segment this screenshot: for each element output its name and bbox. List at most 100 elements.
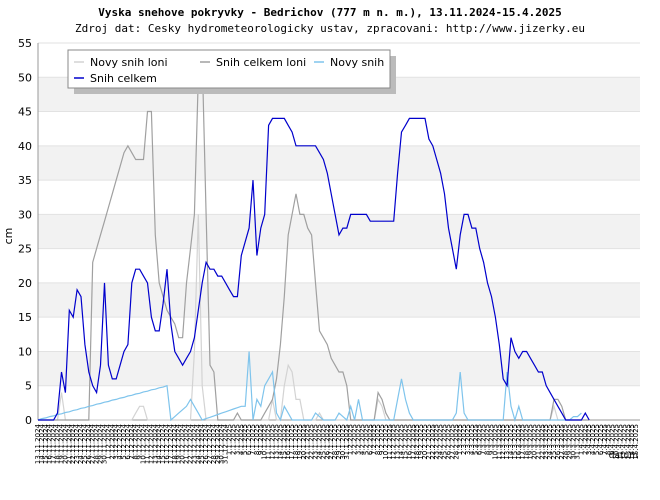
y-tick-label: 10	[18, 345, 32, 358]
x-tick-label: 15.11.2024	[42, 423, 50, 464]
x-tick-label: 7.2.2025	[370, 424, 378, 455]
x-tick-label: 4.4.2025	[589, 424, 597, 455]
legend-label: Snih celkem loni	[216, 56, 306, 69]
x-tick-label: 18.12.2024	[171, 423, 179, 464]
x-tick-label: 18.2.2025	[413, 424, 421, 460]
x-tick-label: 27.2.2025	[448, 424, 456, 460]
x-tick-label: 21.2.2025	[425, 424, 433, 460]
x-tick-label: 28.12.2024	[210, 423, 218, 464]
x-tick-label: 1.4.2025	[577, 424, 585, 455]
x-tick-label: 17.12.2024	[167, 423, 175, 464]
x-tick-label: 19.12.2024	[175, 423, 183, 464]
x-tick-label: 9.4.2025	[609, 424, 617, 455]
y-tick-label: 40	[18, 140, 32, 153]
x-tick-label: 7.4.2025	[601, 424, 609, 455]
x-tick-label: 8.4.2025	[605, 424, 613, 455]
x-tick-label: 31.3.2025	[573, 424, 581, 460]
y-tick-label: 15	[18, 311, 32, 324]
x-tick-label: 22.1.2025	[308, 424, 316, 460]
x-tick-label: 10.12.2024	[140, 423, 148, 464]
x-tick-label: 3.1.2025	[233, 424, 241, 455]
x-tick-label: 11.2.2025	[386, 424, 394, 460]
x-tick-label: 21.11.2024	[65, 423, 73, 464]
series-line	[38, 117, 590, 421]
x-tick-label: 26.11.2024	[85, 423, 93, 464]
x-tick-label: 5.3.2025	[472, 424, 480, 455]
x-tick-label: 24.3.2025	[546, 424, 554, 460]
x-tick-label: 7.1.2025	[249, 424, 257, 455]
chart-title: Vyska snehove pokryvky - Bedrichov (777 …	[98, 6, 562, 19]
x-tick-label: 11.1.2025	[265, 424, 273, 460]
x-tick-label: 11.4.2025	[616, 424, 624, 460]
x-tick-label: 21.12.2024	[183, 423, 191, 464]
legend	[67, 49, 391, 89]
x-tick-label: 10.2.2025	[382, 424, 390, 460]
x-tick-label: 9.1.2025	[257, 424, 265, 455]
x-tick-label: 28.11.2024	[93, 423, 101, 464]
x-tick-label: 10.4.2025	[613, 424, 621, 460]
x-tick-label: 13.12.2024	[151, 423, 159, 464]
x-tick-label: 24.12.2024	[194, 423, 202, 464]
series-line	[37, 351, 582, 423]
x-tick-label: 23.1.2025	[312, 424, 320, 460]
grid-band	[38, 282, 640, 318]
x-tick-label: 12.12.2024	[147, 423, 155, 464]
x-tick-label: 26.12.2024	[202, 423, 210, 464]
x-axis-label: datum	[609, 451, 638, 461]
x-tick-label: 13.4.2025	[624, 424, 632, 460]
x-tick-label: 14.3.2025	[507, 424, 515, 460]
y-tick-label: 50	[18, 71, 32, 84]
x-tick-label: 15.2.2025	[401, 424, 409, 460]
x-tick-label: 30.11.2024	[100, 423, 108, 464]
x-tick-label: 11.3.2025	[495, 424, 503, 460]
x-tick-label: 14.1.2025	[276, 424, 284, 460]
x-tick-label: 17.11.2024	[50, 423, 58, 464]
x-tick-label: 4.1.2025	[237, 424, 245, 455]
x-tick-label: 17.2.2025	[409, 424, 417, 460]
x-tick-label: 19.11.2024	[57, 423, 65, 464]
x-tick-label: 26.3.2025	[554, 424, 562, 460]
x-tick-label: 9.3.2025	[487, 424, 495, 455]
x-tick-label: 15.3.2025	[511, 424, 519, 460]
x-tick-label: 30.12.2024	[218, 423, 226, 464]
y-tick-label: 20	[18, 277, 32, 290]
x-tick-label: 2.12.2024	[108, 423, 116, 459]
y-tick-label: 25	[18, 243, 32, 256]
x-tick-label: 5.12.2024	[120, 423, 128, 459]
x-tick-label: 17.1.2025	[288, 424, 296, 460]
x-tick-label: 4.2.2025	[358, 424, 366, 455]
x-tick-label: 11.12.2024	[143, 423, 151, 464]
x-tick-label: 22.12.2024	[186, 423, 194, 464]
x-tick-label: 5.1.2025	[241, 424, 249, 455]
x-tick-label: 12.2.2025	[390, 424, 398, 460]
x-tick-label: 18.1.2025	[292, 424, 300, 460]
x-tick-label: 16.11.2024	[46, 423, 54, 464]
x-tick-label: 27.3.2025	[558, 424, 566, 460]
x-tick-label: 28.3.2025	[562, 424, 570, 460]
x-tick-label: 26.2.2025	[444, 424, 452, 460]
x-tick-label: 29.12.2024	[214, 423, 222, 464]
x-tick-label: 30.3.2025	[570, 424, 578, 460]
x-tick-label: 6.2.2025	[366, 424, 374, 455]
x-tick-label: 15.12.2024	[159, 423, 167, 464]
x-tick-label: 30.1.2025	[339, 424, 347, 460]
grid-band	[38, 351, 640, 386]
x-tick-label: 24.2.2025	[437, 424, 445, 460]
x-tick-label: 10.1.2025	[261, 424, 269, 460]
x-tick-label: 19.1.2025	[296, 424, 304, 460]
x-tick-label: 8.1.2025	[253, 424, 261, 455]
x-tick-label: 25.2.2025	[441, 424, 449, 460]
x-tick-label: 3.3.2025	[464, 424, 472, 455]
x-tick-label: 20.2.2025	[421, 424, 429, 460]
x-tick-label: 27.12.2024	[206, 423, 214, 464]
x-tick-label: 19.3.2025	[527, 424, 535, 460]
x-tick-label: 12.1.2025	[269, 424, 277, 460]
y-tick-label: 5	[25, 380, 32, 393]
x-tick-label: 9.12.2024	[136, 423, 144, 459]
x-tick-label: 8.3.2025	[484, 424, 492, 455]
x-tick-label: 25.11.2024	[81, 423, 89, 464]
grid-band	[38, 145, 640, 181]
x-tick-label: 24.1.2025	[315, 424, 323, 460]
x-tick-label: 14.2.2025	[398, 424, 406, 460]
chart-subtitle: Zdroj dat: Cesky hydrometeorologicky ust…	[75, 22, 585, 35]
